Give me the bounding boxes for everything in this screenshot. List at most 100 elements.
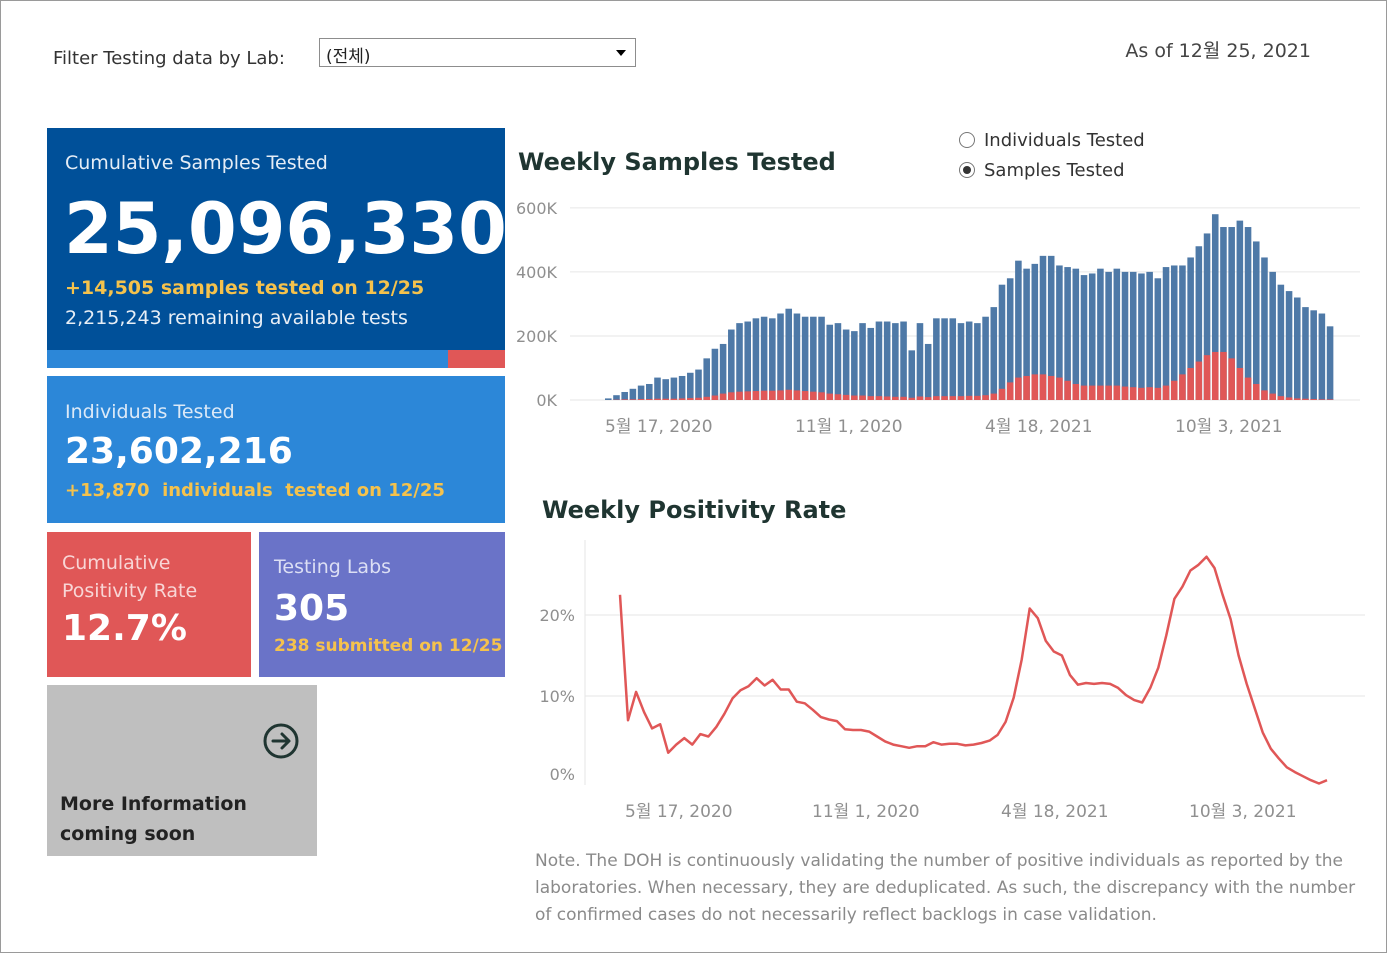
y-tick-label: 400K (516, 263, 558, 282)
positive-bar (1064, 380, 1071, 400)
samples-bar (826, 324, 834, 400)
samples-bar (875, 321, 883, 400)
samples-today-text: +14,505 samples tested on 12/25 (65, 277, 425, 299)
more-information-card[interactable]: More Information coming soon (47, 685, 317, 856)
samples-bar (785, 308, 793, 400)
positive-bar (826, 393, 834, 400)
x-tick-label: 4월 18, 2021 (985, 417, 1093, 437)
positive-bar (1187, 367, 1194, 400)
samples-bar (728, 329, 735, 400)
positive-bar (1310, 399, 1317, 400)
testing-labs-value: 305 (274, 588, 350, 629)
samples-bar (1047, 255, 1055, 400)
positive-bar (965, 395, 973, 400)
positive-bar (744, 391, 751, 400)
positive-bar (1277, 396, 1285, 400)
positive-bar (703, 396, 710, 400)
positive-bar (883, 396, 891, 400)
positive-bar (1097, 385, 1104, 400)
lab-filter-value: (전체) (326, 47, 371, 67)
positive-bar (1015, 377, 1022, 400)
positive-bar (810, 391, 817, 400)
samples-bar (801, 316, 809, 400)
samples-bar (695, 369, 702, 400)
positive-bar (637, 399, 645, 400)
samples-bar (1129, 271, 1137, 400)
positive-bar (1236, 367, 1244, 400)
circle-arrow-right-icon[interactable] (263, 723, 299, 759)
positive-bar (711, 395, 719, 400)
positive-bar (982, 395, 989, 400)
note-text: Note. The DOH is continuously validating… (535, 851, 1356, 925)
samples-bar (760, 316, 768, 400)
samples-bar (908, 350, 916, 400)
positive-bar (1195, 361, 1203, 400)
positive-bar (842, 394, 850, 400)
positive-bar (1203, 355, 1211, 400)
samples-bar (1244, 227, 1252, 400)
samples-bar (916, 323, 924, 400)
positive-bar (1031, 374, 1039, 400)
radio-samples-tested[interactable]: Samples Tested (959, 155, 1145, 185)
samples-bar (678, 375, 686, 400)
radio-unselected-icon (959, 132, 975, 148)
positive-bar (1138, 387, 1145, 400)
samples-bar (1310, 310, 1317, 400)
individuals-today-text: +13,870 individuals tested on 12/25 (65, 480, 445, 501)
positive-bar (974, 395, 981, 400)
positive-bar (760, 390, 768, 400)
lab-filter-dropdown[interactable]: (전체) (319, 38, 636, 67)
positive-bar (646, 399, 653, 400)
samples-bar (736, 323, 743, 400)
positive-bar (916, 396, 924, 400)
samples-bar (1105, 271, 1112, 400)
radio-individuals-tested[interactable]: Individuals Tested (959, 125, 1145, 155)
positive-bar (875, 396, 883, 400)
positivity-line (618, 555, 1328, 785)
positive-bar (1244, 377, 1252, 400)
remaining-tests-fill (447, 350, 505, 368)
samples-bar (1097, 268, 1104, 400)
samples-bar (982, 316, 989, 400)
positive-bar (1121, 386, 1129, 400)
x-tick-label: 10월 3, 2021 (1175, 417, 1283, 437)
x-tick-label: 11월 1, 2020 (795, 417, 903, 437)
samples-bar (1326, 326, 1334, 400)
samples-bar (1170, 265, 1178, 400)
samples-bar (793, 313, 801, 400)
samples-bar (1064, 267, 1071, 400)
cumulative-samples-value: 25,096,330 (64, 188, 507, 270)
testing-labs-title: Testing Labs (274, 556, 392, 578)
samples-bar (621, 391, 628, 400)
positive-bar (769, 390, 776, 400)
positive-bar (1326, 399, 1334, 400)
samples-bar (1023, 268, 1030, 400)
samples-bar (1261, 257, 1268, 400)
samples-bar (1056, 265, 1063, 400)
positive-bar (1285, 397, 1293, 400)
samples-bar (769, 318, 776, 400)
samples-bar (1252, 241, 1260, 400)
positive-bar (1039, 374, 1047, 400)
radio-individuals-label: Individuals Tested (984, 129, 1145, 151)
samples-bar (851, 331, 858, 400)
metric-toggle: Individuals Tested Samples Tested (959, 125, 1145, 185)
positive-bar (687, 398, 694, 400)
samples-bar (703, 358, 710, 400)
positive-bar (662, 398, 669, 400)
positive-bar (695, 397, 702, 400)
weekly-positivity-title: Weekly Positivity Rate (542, 496, 847, 524)
cumulative-samples-title: Cumulative Samples Tested (65, 152, 328, 174)
positive-bar (801, 391, 809, 400)
positive-bar (1113, 385, 1121, 400)
positive-bar (941, 396, 948, 400)
positive-bar (859, 395, 866, 400)
positive-bar (1047, 375, 1055, 400)
x-tick-label: 5월 17, 2020 (625, 802, 733, 822)
positive-bar (867, 396, 875, 400)
positive-bar (1269, 393, 1276, 400)
positive-bar (678, 398, 686, 400)
remaining-tests-text: 2,215,243 remaining available tests (65, 307, 408, 329)
positive-bar (1080, 385, 1088, 400)
positive-bar (1211, 351, 1219, 400)
